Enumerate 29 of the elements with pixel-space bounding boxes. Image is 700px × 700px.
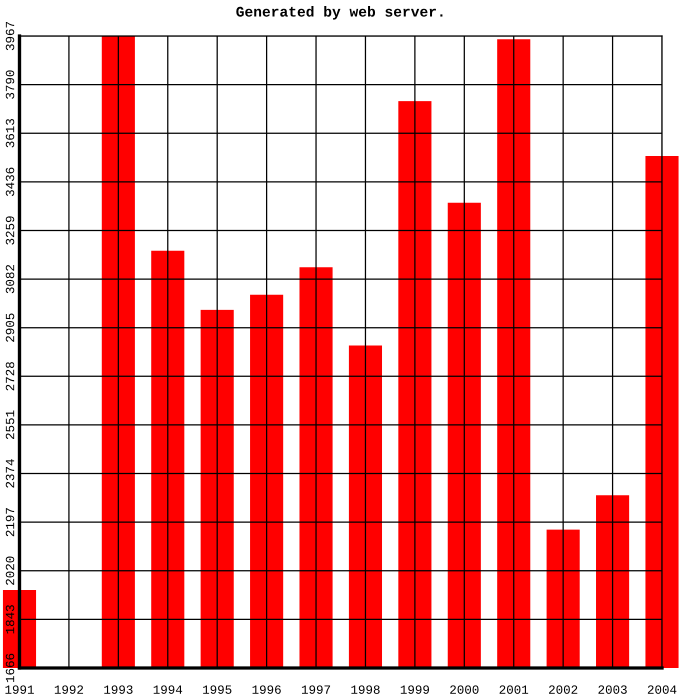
y-tick-label: 3082 — [6, 264, 14, 294]
y-tick-label: 2374 — [6, 459, 14, 488]
y-tick-label: 1843 — [6, 605, 14, 634]
x-tick-label: 1998 — [351, 685, 380, 694]
x-tick-label: 1993 — [104, 685, 133, 694]
x-tick-label: 1994 — [154, 685, 182, 694]
x-tick-label: 2003 — [598, 685, 627, 694]
x-tick-label: 1999 — [400, 685, 430, 694]
x-tick-label: 1992 — [54, 685, 84, 694]
y-tick-label: 3613 — [6, 119, 14, 148]
x-tick-label: 2001 — [500, 685, 528, 694]
y-tick-label: 1666 — [6, 654, 14, 682]
x-tick-label: 1996 — [252, 685, 281, 694]
y-tick-label: 2728 — [6, 362, 14, 390]
y-tick-label: 3790 — [6, 70, 14, 99]
x-tick-label: 1991 — [5, 685, 34, 694]
y-tick-label: 2020 — [6, 556, 14, 585]
x-tick-label: 2002 — [549, 685, 578, 694]
y-tick-label: 3967 — [6, 22, 14, 50]
y-tick-label: 3259 — [6, 216, 14, 245]
chart-title: Generated by web server. — [236, 6, 442, 20]
x-tick-label: 2004 — [648, 685, 676, 694]
x-tick-label: 1995 — [203, 685, 232, 694]
x-tick-label: 1997 — [302, 685, 330, 694]
y-tick-label: 2197 — [6, 508, 14, 536]
y-tick-label: 2905 — [6, 313, 14, 342]
y-tick-label: 3436 — [6, 168, 14, 196]
x-tick-label: 2000 — [450, 685, 479, 694]
y-tick-label: 2551 — [6, 410, 14, 440]
